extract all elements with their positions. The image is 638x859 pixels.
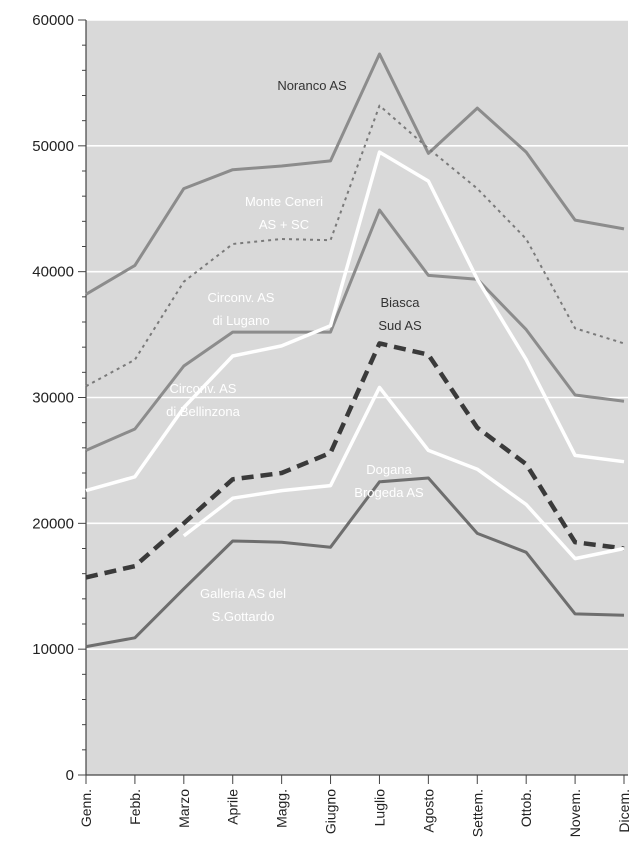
series-label: Sud AS [378,318,422,333]
series-label: di Lugano [212,313,269,328]
series-line-0 [85,52,625,296]
series-line-2 [85,208,625,452]
series-label: Brogeda AS [354,485,424,500]
y-tick-label: 0 [66,767,74,784]
series-label: Monte Ceneri [245,194,323,209]
x-tick-label: Dicem. [616,789,632,833]
x-tick-label: Febb. [127,789,143,825]
x-tick-label: Ottob. [518,789,534,827]
series-label: Biasca [380,295,420,310]
y-tick-label: 30000 [32,390,74,407]
x-tick-label: Marzo [176,789,192,828]
x-tick-label: Genn. [78,789,94,827]
series-line-5 [182,385,625,561]
x-tick-label: Novem. [567,789,583,837]
series-line-6 [85,476,625,649]
series-line-1 [85,104,625,388]
series-label: di Bellinzona [166,404,240,419]
x-tick-label: Magg. [274,789,290,828]
series-line-3 [85,150,625,493]
x-tick-label: Settem. [469,789,485,837]
series-label: AS + SC [259,217,309,232]
x-tick-label: Luglio [371,789,387,827]
series-label: Circonv. AS [170,381,237,396]
series-label: Dogana [366,462,412,477]
series-label: Galleria AS del [200,586,286,601]
y-tick-label: 10000 [32,641,74,658]
x-tick-label: Agosto [420,789,436,833]
y-tick-label: 50000 [32,138,74,155]
x-tick-label: Aprile [225,789,241,825]
series-label: Circonv. AS [208,290,275,305]
y-tick-label: 60000 [32,12,74,29]
series-label: Noranco AS [277,78,347,93]
x-tick-label: Giugno [323,789,339,834]
series-label: S.Gottardo [212,609,275,624]
y-tick-label: 20000 [32,515,74,532]
y-tick-label: 40000 [32,264,74,281]
series-line-4 [85,341,625,580]
